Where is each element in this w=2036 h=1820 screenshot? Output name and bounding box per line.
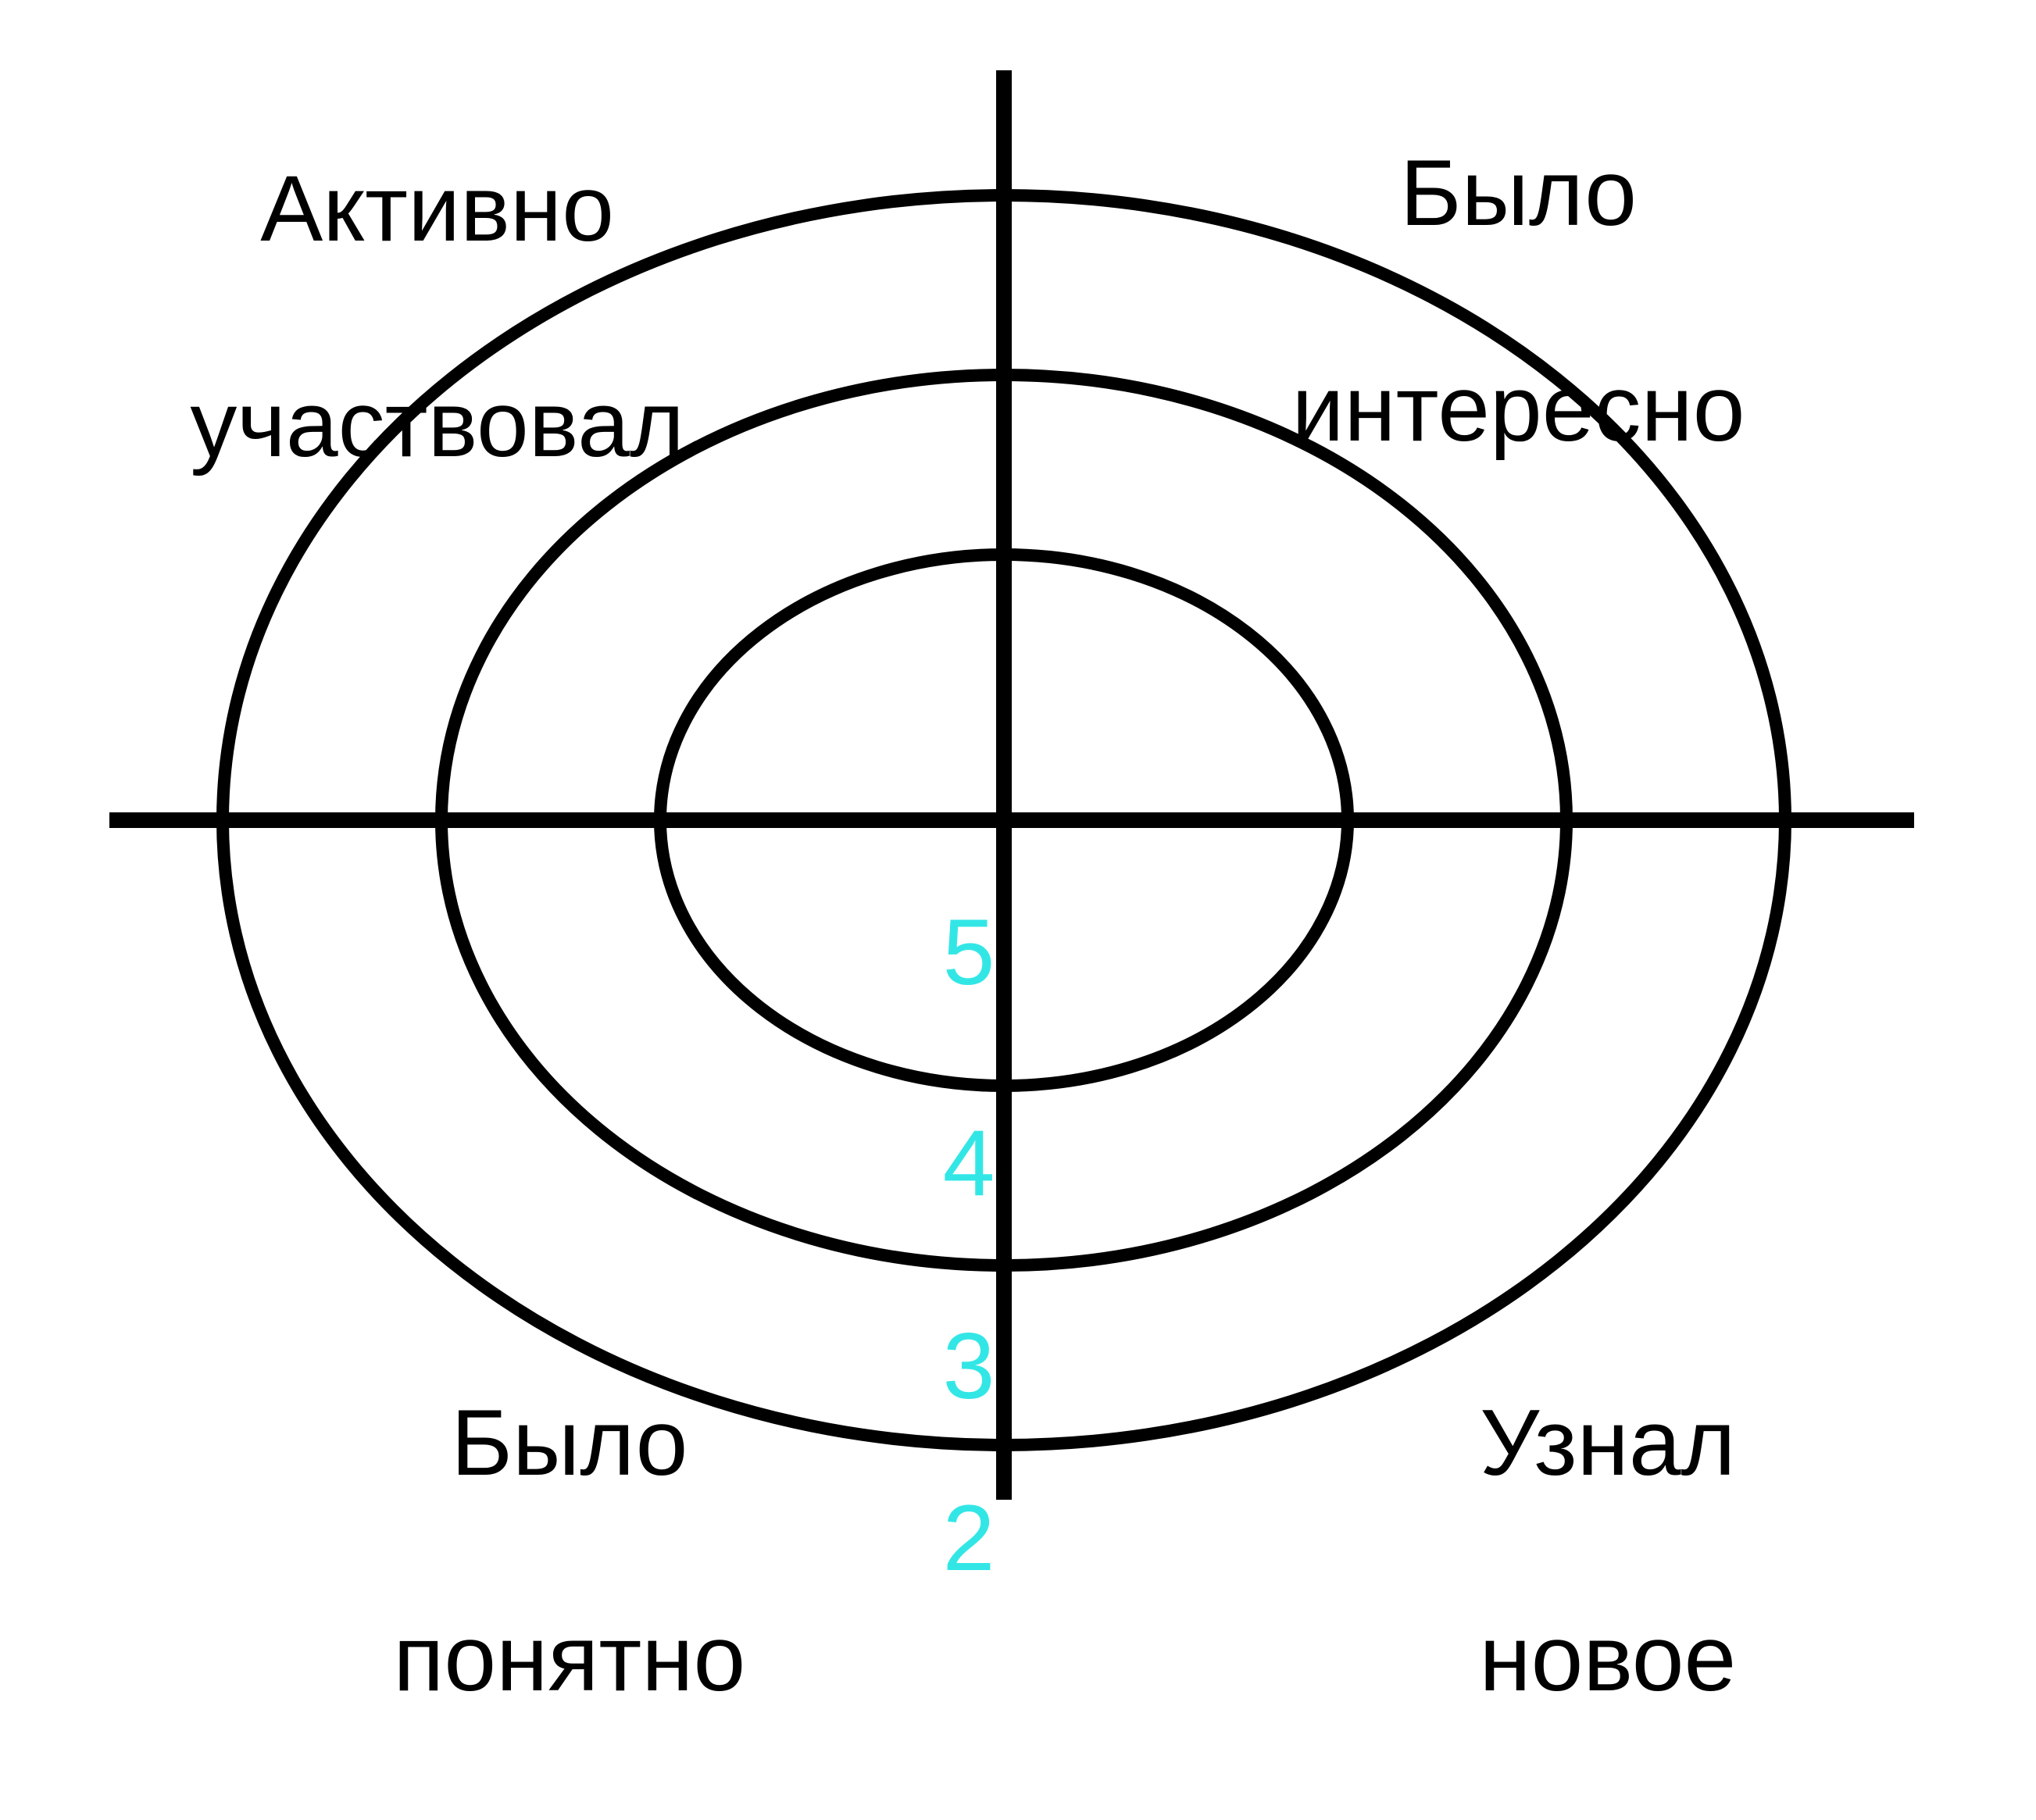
label-line: участвовал <box>190 372 684 476</box>
quadrant-label-top-left: Активно участвовал <box>86 47 684 586</box>
ring-number: 2 <box>943 1484 995 1592</box>
ring-number: 3 <box>943 1312 995 1420</box>
quadrant-label-top-right: Было интересно <box>1188 31 1745 570</box>
label-line: Было <box>451 1390 688 1495</box>
label-line: понятно <box>393 1606 745 1711</box>
ring-number: 5 <box>943 898 995 1006</box>
label-line: Активно <box>260 156 614 261</box>
quadrant-label-bottom-left: Было понятно <box>289 1281 745 1820</box>
quadrant-label-bottom-right: Узнал новое <box>1375 1281 1736 1820</box>
label-line: новое <box>1479 1606 1736 1711</box>
label-line: Узнал <box>1480 1390 1736 1495</box>
label-line: интересно <box>1291 356 1745 461</box>
ring-number: 4 <box>943 1109 995 1217</box>
target-diagram: Активно участвовал Было интересно Было п… <box>0 0 2036 1674</box>
label-line: Было <box>1400 141 1637 245</box>
